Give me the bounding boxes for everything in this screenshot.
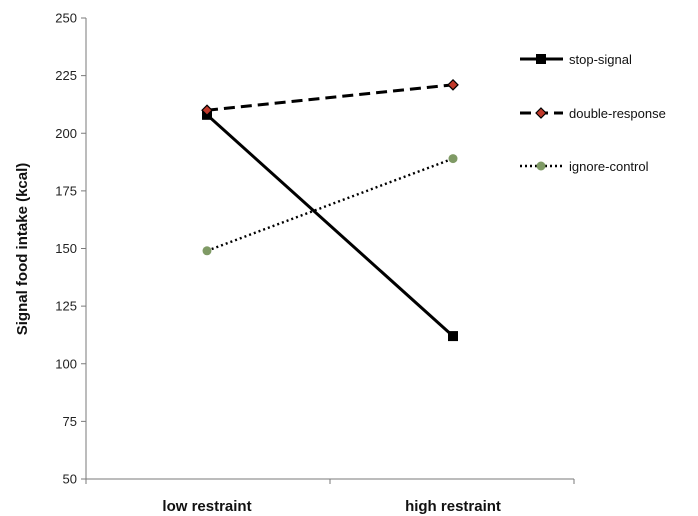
y-tick-label: 200 [55,126,77,141]
legend: stop-signal double-response ignore-control [520,52,666,174]
legend-item-ignore-control: ignore-control [520,159,649,174]
legend-label: double-response [569,106,666,121]
y-tick-label: 75 [63,414,77,429]
series-line-double-response [206,83,454,112]
legend-item-stop-signal: stop-signal [520,52,632,67]
legend-label: stop-signal [569,52,632,67]
plot-area [201,78,459,342]
y-tick-label: 225 [55,68,77,83]
y-tick-label: 100 [55,356,77,371]
series-ignore-control [202,154,458,256]
legend-item-double-response: double-response [520,106,666,121]
legend-swatch-marker [536,161,546,171]
y-tick-label: 50 [63,472,77,487]
y-tick-label: 250 [55,11,77,26]
series-line-ignore-control [206,157,454,252]
data-point-ignore-control [202,246,212,256]
data-point-ignore-control [448,154,458,164]
data-point-double-response [447,78,459,91]
axes: 50 75 100 125 150 175 200 225 250 low restraint hi… [55,11,575,515]
y-tick-label: 125 [55,299,77,314]
series-line-stop-signal [205,113,455,338]
series-stop-signal [202,109,458,342]
legend-swatch-marker [536,54,546,64]
legend-swatch-marker [535,107,547,119]
x-tick-label: high restraint [405,498,501,515]
legend-label: ignore-control [569,159,649,174]
data-point-stop-signal [448,331,458,342]
y-axis-title: Signal food intake (kcal) [14,163,31,336]
y-tick-label: 150 [55,241,77,256]
series-double-response [201,78,459,117]
x-tick-label: low restraint [162,498,251,515]
data-point-double-response [201,104,213,117]
y-tick-label: 175 [55,183,77,198]
